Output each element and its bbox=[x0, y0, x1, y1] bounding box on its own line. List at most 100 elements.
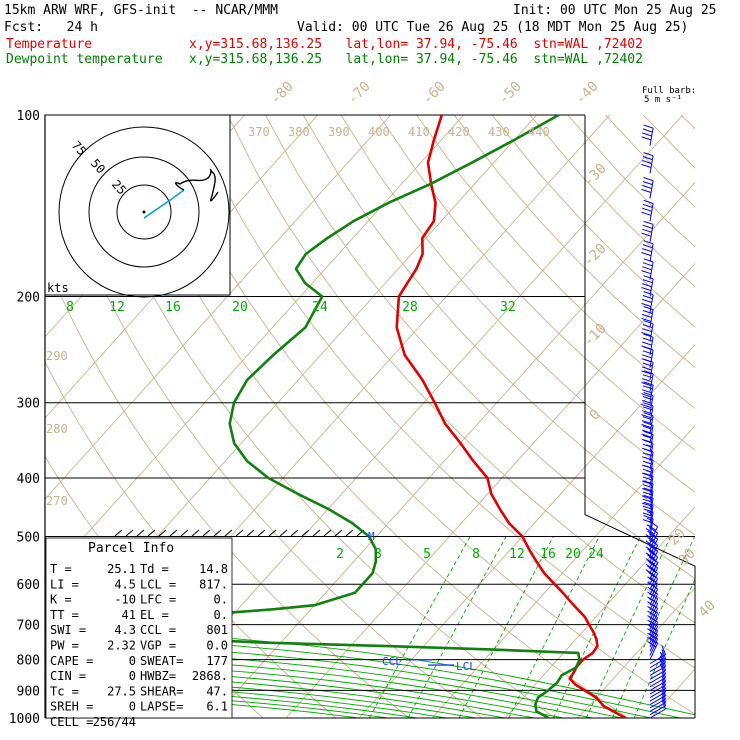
isotherm-label: 20 bbox=[666, 526, 689, 549]
mixing-ratio-line bbox=[458, 536, 554, 718]
theta-label: 390 bbox=[328, 125, 350, 139]
parcel-row: TT = 41 EL = 0. bbox=[50, 608, 228, 622]
mixing-ratio-label: 24 bbox=[588, 547, 604, 562]
parcel-box-frame bbox=[45, 537, 233, 719]
wind-barb bbox=[649, 692, 667, 712]
parcel-value: 0 bbox=[129, 654, 136, 668]
pressure-label: 400 bbox=[17, 472, 40, 487]
wind-barb bbox=[649, 699, 667, 719]
theta-e-label: 20 bbox=[232, 300, 248, 315]
wind-barb bbox=[645, 527, 659, 550]
dry-adiabat bbox=[491, 115, 695, 328]
forecast-hour: Fcst: 24 h bbox=[4, 20, 98, 35]
freezing-hatch bbox=[290, 529, 299, 537]
parcel-key: LFC = bbox=[140, 593, 176, 607]
freezing-hatch bbox=[180, 529, 189, 537]
parcel-row: Tc = 27.5 SHEAR= 47. bbox=[50, 684, 228, 698]
isotherm-label: 40 bbox=[696, 598, 719, 621]
theta-e-label: 12 bbox=[109, 300, 125, 315]
isotherm-line bbox=[212, 181, 695, 718]
dry-adiabat bbox=[302, 115, 695, 536]
temperature-location: x,y=315.68,136.25 lat,lon= 37.94, -75.46… bbox=[189, 37, 643, 52]
parcel-info-box: Parcel Info T = 25.1 Td = 14.8 LI = 4.5 LCL = 81… bbox=[45, 537, 233, 729]
parcel-row: LI = 4.5 LCL = 817. bbox=[50, 577, 228, 591]
wind-barb bbox=[649, 649, 667, 669]
parcel-key: SREH = bbox=[50, 700, 93, 714]
isotherm-label: 0 bbox=[587, 407, 604, 424]
mixing-ratio-label: 3 bbox=[374, 547, 382, 562]
parcel-value: 817. bbox=[199, 577, 228, 591]
pressure-label: 700 bbox=[17, 619, 40, 634]
wind-barb bbox=[641, 421, 654, 444]
parcel-key: CAPE = bbox=[50, 654, 93, 668]
parcel-value: 0. bbox=[214, 593, 228, 607]
mixing-ratio-line bbox=[612, 536, 695, 718]
dry-adiabat bbox=[453, 115, 695, 368]
wind-barbs bbox=[641, 124, 667, 719]
parcel-value: 41 bbox=[122, 608, 136, 622]
parcel-key: TT = bbox=[50, 608, 79, 622]
theta-label: 380 bbox=[288, 125, 310, 139]
freezing-hatch bbox=[246, 529, 255, 537]
barb-legend-line2: 5 m s⁻¹ bbox=[644, 95, 682, 105]
dry-adiabat bbox=[76, 115, 556, 718]
parcel-value: 801 bbox=[206, 623, 228, 637]
wind-barb bbox=[645, 520, 659, 544]
hodograph-ring bbox=[116, 184, 172, 240]
isotherm-line bbox=[285, 262, 695, 718]
isotherm-line bbox=[504, 506, 695, 718]
hodograph-units: kts bbox=[47, 281, 69, 295]
parcel-row: T = 25.1 Td = 14.8 bbox=[50, 562, 228, 576]
freezing-hatch bbox=[169, 529, 178, 537]
parcel-row: SREH = 0 LAPSE= 6.1 bbox=[50, 700, 228, 714]
dewpoint-location: x,y=315.68,136.25 lat,lon= 37.94, -75.46… bbox=[189, 52, 643, 67]
theta-label: 270 bbox=[46, 494, 68, 508]
isotherm-line bbox=[45, 115, 465, 581]
melting-level-label: M bbox=[368, 530, 375, 543]
wind-barb bbox=[642, 439, 654, 462]
parcel-value: 6.1 bbox=[206, 700, 228, 714]
isotherm-line bbox=[577, 587, 695, 718]
wind-barb bbox=[649, 696, 667, 716]
isotherm-line bbox=[358, 343, 695, 718]
parcel-key: SWI = bbox=[50, 623, 86, 637]
wind-barb bbox=[641, 258, 654, 280]
freezing-hatch bbox=[334, 529, 343, 537]
parcel-key: CCL = bbox=[140, 623, 176, 637]
wind-barb bbox=[641, 320, 654, 342]
mixing-ratio-line bbox=[633, 578, 695, 718]
parcel-value: 0.0 bbox=[206, 639, 228, 653]
temperature-profile bbox=[395, 115, 627, 718]
parcel-key: T = bbox=[50, 562, 72, 576]
lcl-label: LCL bbox=[456, 660, 476, 673]
parcel-key: SWEAT= bbox=[140, 654, 183, 668]
mixing-ratio-label: 5 bbox=[423, 547, 431, 562]
dry-adiabat bbox=[378, 115, 695, 451]
wind-barb bbox=[642, 494, 654, 517]
parcel-value: 177 bbox=[206, 654, 228, 668]
theta-label: 440 bbox=[528, 125, 550, 139]
parcel-key: Td = bbox=[140, 562, 169, 576]
parcel-value: 27.5 bbox=[107, 684, 136, 698]
parcel-value: 0. bbox=[214, 608, 228, 622]
isotherm-line bbox=[724, 115, 740, 718]
dewpoint-profile bbox=[98, 115, 581, 718]
freezing-hatch bbox=[191, 529, 200, 537]
parcel-row: K = -10 LFC = 0. bbox=[50, 593, 228, 607]
wind-barb bbox=[641, 412, 654, 434]
wind-barb bbox=[649, 660, 667, 680]
parcel-row: PW = 2.32 VGP = 0.0 bbox=[50, 639, 228, 653]
wind-barb bbox=[641, 291, 654, 313]
mixing-ratio-line bbox=[369, 536, 471, 718]
pressure-label: 1000 bbox=[9, 712, 40, 727]
parcel-value: 14.8 bbox=[199, 562, 228, 576]
wind-barb bbox=[649, 675, 667, 695]
parcel-key: CIN = bbox=[50, 669, 86, 683]
hodograph-trace-high bbox=[174, 168, 219, 202]
parcel-row: CAPE = 0 SWEAT= 177 bbox=[50, 654, 228, 668]
pressure-label: 300 bbox=[17, 397, 40, 412]
freezing-hatch bbox=[202, 529, 211, 537]
mixing-ratio-line bbox=[508, 536, 600, 718]
parcel-value: 0 bbox=[129, 700, 136, 714]
